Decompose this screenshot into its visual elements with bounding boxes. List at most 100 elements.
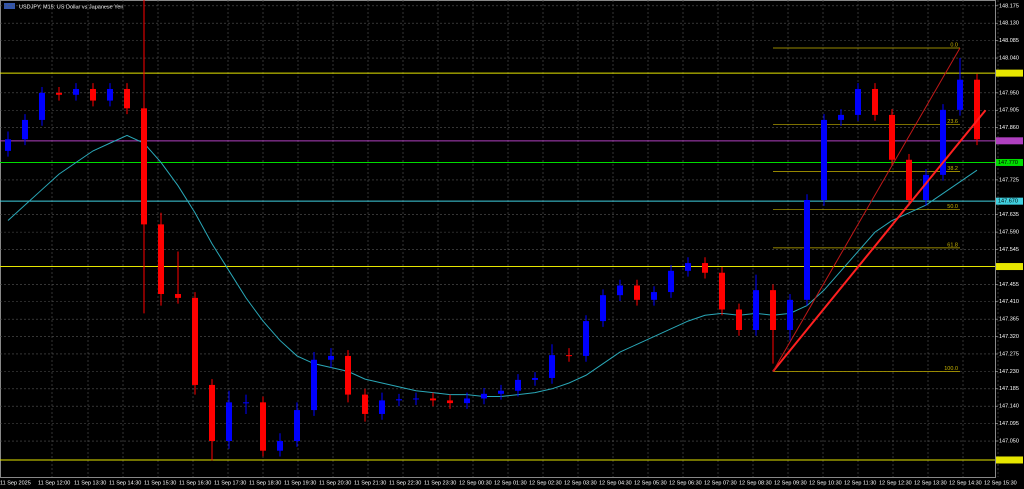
candle-body [447,400,453,404]
candle-body [345,355,351,395]
candle-body [634,285,640,300]
x-tick-label: 12 Sep 05:30 [634,480,667,486]
level-label-bg [996,456,1023,464]
candle-body [481,393,487,399]
candle-body [889,114,895,160]
candle-body [600,295,606,322]
candle-body [277,441,283,451]
plot-frame [0,0,996,478]
y-tick-label: 147.140 [999,404,1019,410]
candle-body [549,355,555,378]
candle-body [39,92,45,120]
candle-body [906,159,912,201]
y-tick-label: 147.095 [999,421,1019,427]
candle-body [668,270,674,293]
candle-body [328,355,334,360]
y-tick-label: 147.455 [999,282,1019,288]
candle-body [804,200,810,300]
candle-body [736,309,742,330]
x-tick-label: 11 Sep 12:00 [38,480,70,486]
candle-body [379,400,385,414]
candle-body [294,410,300,442]
candle-body [515,379,521,391]
candle-body [719,272,725,310]
candle-body [413,398,419,400]
y-tick-label: 148.040 [999,55,1019,61]
x-tick-label: 11 Sep 13:30 [74,480,106,486]
x-tick-label: 11 Sep 18:30 [249,480,281,486]
fib-label: 23.6 [947,119,958,125]
x-tick-label: 11 Sep 20:30 [319,480,351,486]
candle-body [209,384,215,442]
x-tick-label: 11 Sep 17:30 [214,480,246,486]
y-tick-label: 148.175 [999,3,1019,9]
candle-body [175,294,181,298]
x-tick-label: 12 Sep 10:30 [809,480,842,486]
y-tick-label: 147.185 [999,386,1019,392]
level-label: 147.670 [998,199,1018,205]
y-tick-label: 147.725 [999,177,1019,183]
candle-body [464,398,470,404]
x-tick-label: 12 Sep 00:30 [459,480,492,486]
y-tick-label: 148.130 [999,21,1019,27]
candle-body [226,402,232,442]
y-tick-label: 147.950 [999,90,1019,96]
y-tick-label: 147.905 [999,108,1019,114]
candle-body [651,292,657,300]
y-tick-label: 147.635 [999,212,1019,218]
level-label-bg [996,69,1023,77]
candle-body [260,402,266,451]
candle-body [957,79,963,110]
y-tick-label: 147.275 [999,351,1019,357]
candle-body [566,355,572,357]
candle-body [753,290,759,330]
candle-body [940,109,946,175]
y-tick-label: 147.410 [999,299,1019,305]
x-tick-label: 12 Sep 12:30 [879,480,912,486]
candle-body [787,299,793,330]
candle-body [192,297,198,385]
candle-body [430,398,436,401]
candle-body [107,88,113,101]
level-label: 147.770 [998,160,1018,166]
x-tick-label: 11 Sep 22:30 [389,480,421,486]
candle-body [685,263,691,271]
y-tick-label: 147.365 [999,317,1019,323]
candle-body [158,224,164,295]
x-tick-label: 12 Sep 11:30 [844,480,876,486]
candle-body [617,285,623,296]
level-label-bg [996,158,1023,166]
y-tick-label: 147.860 [999,125,1019,131]
x-tick-label: 11 Sep 19:30 [284,480,316,486]
candle-body [22,119,28,140]
x-tick-label: 12 Sep 03:30 [564,480,597,486]
level-label-bg [996,197,1023,205]
candle-body [396,399,402,401]
x-tick-label: 12 Sep 01:30 [494,480,527,486]
fib-label: 50.0 [947,204,958,210]
candle-body [73,88,79,95]
fib-label: 0.0 [950,42,958,48]
fib-label: 38.2 [947,166,958,172]
candle-body [124,88,130,109]
level-label-bg [996,137,1023,145]
x-tick-label: 11 Sep 23:30 [424,480,456,486]
candle-body [141,108,147,225]
x-tick-label: 12 Sep 15:30 [984,480,1017,486]
candle-body [5,139,11,151]
x-tick-label: 11 Sep 15:30 [144,480,176,486]
x-tick-label: 11 Sep 2025 [0,480,31,486]
candle-body [974,79,980,140]
candle-body [923,174,929,201]
x-tick-label: 12 Sep 08:30 [739,480,772,486]
x-tick-label: 11 Sep 16:30 [179,480,211,486]
fib-label: 61.8 [947,242,958,248]
candle-body [855,88,861,115]
candle-body [838,114,844,120]
level-label-bg [996,263,1023,271]
candle-body [311,359,317,411]
candle-body [702,263,708,273]
y-tick-label: 147.320 [999,334,1019,340]
x-tick-label: 12 Sep 09:30 [774,480,807,486]
